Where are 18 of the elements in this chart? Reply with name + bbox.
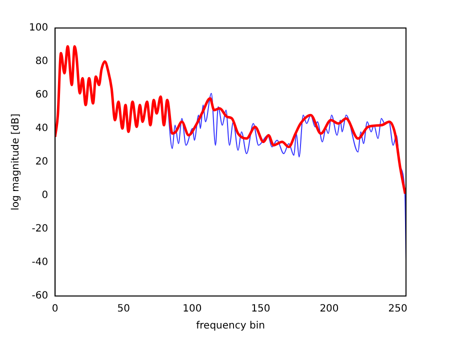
x-tick-label: 250 [388, 304, 408, 315]
x-tick-label: 150 [251, 304, 270, 315]
x-tick-label: 200 [320, 304, 339, 315]
y-tick-label: 60 [35, 90, 48, 101]
x-tick-label: 0 [52, 304, 58, 315]
y-tick-label: -40 [32, 257, 48, 268]
y-tick-label: 80 [35, 56, 48, 68]
x-tick-label: 100 [182, 304, 202, 315]
y-tick-label: 20 [35, 156, 48, 168]
x-tick-label: 50 [117, 304, 130, 315]
y-tick-label: -60 [32, 290, 48, 302]
y-tick-label: -20 [32, 224, 48, 235]
x-axis-title: frequency bin [196, 320, 265, 332]
y-axis-title: log magnitude [dB] [10, 114, 22, 210]
y-tick-label: 100 [28, 22, 48, 34]
y-tick-label: 0 [42, 190, 48, 202]
y-tick-label: 40 [35, 123, 48, 134]
line-series [55, 45, 406, 196]
